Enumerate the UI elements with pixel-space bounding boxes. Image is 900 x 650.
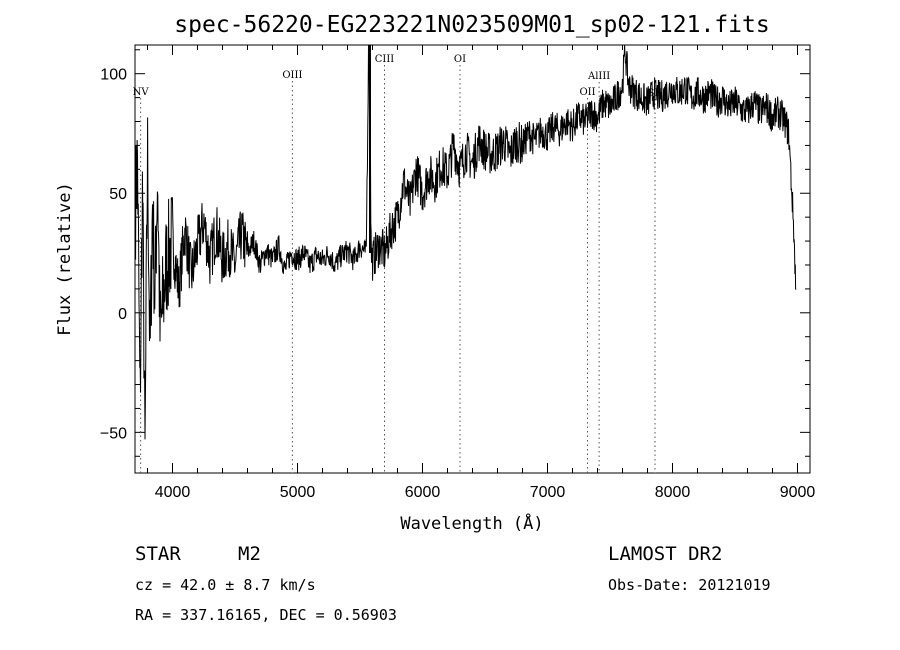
spectrum-series (135, 44, 797, 440)
object-subclass: M2 (238, 543, 261, 565)
x-tick-label: 5000 (280, 484, 316, 501)
spectrum-line (135, 44, 797, 440)
chart-title: spec-56220-EG223221N023509M01_sp02-121.f… (174, 12, 769, 38)
y-tick-label: 50 (109, 186, 127, 203)
object-class: STAR (135, 543, 181, 565)
line-marker-label: AlIII (587, 71, 610, 82)
line-marker-label: OII (579, 87, 595, 98)
line-marker-label: SII (648, 88, 663, 99)
line-marker-label: NV (133, 87, 150, 98)
y-axis-title: Flux (relative) (55, 182, 75, 336)
x-tick-label: 6000 (405, 484, 441, 501)
y-tick-label: 100 (100, 67, 127, 84)
x-tick-label: 7000 (530, 484, 566, 501)
obs-date: Obs-Date: 20121019 (608, 576, 771, 594)
line-marker-label: OI (454, 54, 466, 65)
x-tick-label: 4000 (155, 484, 191, 501)
line-marker-label: CIII (375, 54, 395, 65)
x-axis-title: Wavelength (Å) (400, 512, 543, 534)
line-marker-label: OIII (282, 70, 302, 81)
x-tick-label: 8000 (655, 484, 691, 501)
survey-name: LAMOST DR2 (608, 543, 722, 565)
y-tick-label: −50 (100, 425, 127, 442)
redshift-readout: cz = 42.0 ± 8.7 km/s (135, 576, 316, 594)
spectral-line-markers: NV OIII CIII OI AlIII OII SII (133, 54, 663, 473)
axis-ticks: 4000 5000 6000 7000 8000 9000 −50 0 50 100 (100, 45, 816, 501)
coordinates-readout: RA = 337.16165, DEC = 0.56903 (135, 606, 397, 624)
y-tick-label: 0 (118, 306, 127, 323)
x-tick-label: 9000 (780, 484, 816, 501)
